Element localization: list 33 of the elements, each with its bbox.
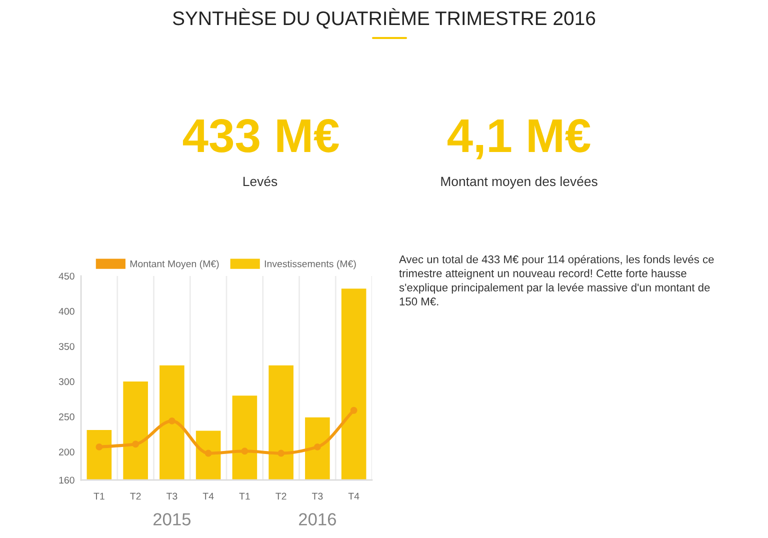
point bbox=[350, 406, 358, 414]
point bbox=[314, 443, 321, 450]
point bbox=[241, 448, 248, 455]
point bbox=[278, 450, 285, 457]
x-tick-label: T3 bbox=[312, 492, 323, 500]
point bbox=[96, 443, 103, 450]
x-tick-label: T4 bbox=[202, 492, 214, 500]
y-tick-label: 400 bbox=[58, 308, 74, 315]
point bbox=[168, 417, 176, 424]
x-tick-label: T1 bbox=[94, 492, 104, 500]
legend-label: Investissements (M€) bbox=[264, 260, 356, 270]
text: 2015 bbox=[154, 513, 191, 526]
point bbox=[132, 440, 140, 448]
text: Avec un total de 433 M€ pour 114 opérations, les fonds levés ce trimestre atteignent un nouveau record! Cette forte hausse s'explique principalement par la levée massive d'un montant de 150 M€. bbox=[399, 255, 714, 306]
text: 4,1 M€ bbox=[448, 119, 590, 160]
point bbox=[204, 450, 212, 457]
y-tick-label: 300 bbox=[58, 378, 74, 386]
y-tick-label: 350 bbox=[58, 343, 74, 350]
text: Levés bbox=[243, 176, 278, 186]
y-tick-label: 250 bbox=[59, 413, 74, 420]
y-tick-label: 160 bbox=[59, 476, 74, 484]
text: 433 M€ bbox=[182, 119, 339, 153]
text: Montant moyen des levées bbox=[441, 176, 598, 189]
y-tick-label: 450 bbox=[58, 272, 74, 280]
chart-title: SYNTHÈSE DU QUATRIÈME TRIMESTRE 2016 bbox=[172, 8, 596, 29]
x-tick-label: T1 bbox=[239, 492, 250, 500]
x-tick-label: T2 bbox=[130, 492, 141, 500]
text: 2016 bbox=[299, 513, 336, 526]
x-tick-label: T4 bbox=[348, 492, 360, 500]
legend-label: Montant Moyen (M€) bbox=[130, 260, 219, 270]
x-tick-label: T3 bbox=[166, 492, 178, 500]
y-tick-label: 200 bbox=[59, 448, 74, 456]
x-tick-label: T2 bbox=[276, 492, 286, 500]
